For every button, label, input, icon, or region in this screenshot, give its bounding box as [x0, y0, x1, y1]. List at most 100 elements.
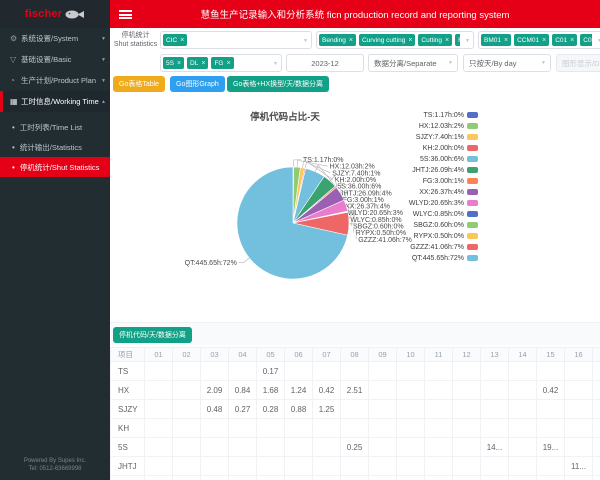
- filter-tag[interactable]: F×: [455, 34, 460, 46]
- tag-close-icon[interactable]: ×: [503, 36, 509, 44]
- shut-code-select-2[interactable]: Bending×Curving cutting×Cutting×F× ▼: [316, 31, 474, 49]
- table-cell: [340, 418, 369, 438]
- sidebar-subitem-time-list[interactable]: • 工时列表/Time List: [0, 117, 110, 137]
- legend-item[interactable]: GZZZ:41.06h:7%: [410, 243, 478, 252]
- shut-code-select-1[interactable]: CIC × ▼: [160, 31, 312, 49]
- table-cell: [172, 437, 201, 457]
- go-table-hx-split-button[interactable]: Go表格+HX换型/天/数据分离: [227, 76, 330, 92]
- column-header-day: 08: [340, 347, 369, 362]
- filter-tag[interactable]: 5S ×: [163, 57, 185, 69]
- pie-label-line: [238, 257, 250, 263]
- row-label: SJZY: [110, 399, 145, 419]
- tag-close-icon[interactable]: ×: [180, 36, 185, 44]
- filter-tag[interactable]: FG ×: [211, 57, 234, 69]
- table-cell: [452, 399, 481, 419]
- pie-callout-label: FG:3.00h:1%: [343, 197, 384, 204]
- display-graph-input[interactable]: 图形显示/Display graph: [556, 54, 600, 72]
- sidebar-item-product-plan[interactable]: ◔ 生产计划/Product Plan ▼: [0, 70, 110, 91]
- legend-item[interactable]: JHTJ:26.09h:4%: [412, 166, 478, 175]
- filter-tag[interactable]: Cutting ×: [418, 34, 453, 46]
- filter-tag[interactable]: Curving cutting ×: [358, 34, 416, 46]
- table-cell: [592, 456, 600, 476]
- go-graph-button[interactable]: Go图形Graph: [170, 76, 225, 92]
- tag-close-icon[interactable]: ×: [445, 36, 450, 44]
- legend-item[interactable]: XX:26.37h:4%: [419, 188, 478, 197]
- table-row: JHTJ 11...: [110, 456, 600, 476]
- legend-item[interactable]: WLYD:20.65h:3%: [409, 199, 478, 208]
- legend-item[interactable]: 5S:36.00h:6%: [420, 155, 478, 164]
- table-cell: 0.84: [228, 380, 257, 400]
- tag-close-icon[interactable]: ×: [201, 59, 206, 67]
- legend-label: RYPX:0.50h:0%: [413, 232, 464, 240]
- separate-select[interactable]: 数据分离/Separate ▼: [368, 54, 458, 72]
- pie-svg[interactable]: TS:1.17h:0% HX:12.03h:2% SJZY:7.40h:1% KH:2…: [110, 100, 600, 320]
- month-picker[interactable]: 2023-12: [286, 54, 364, 72]
- tag-close-icon[interactable]: ×: [408, 36, 413, 44]
- byday-select[interactable]: 只按天/By day ▼: [463, 54, 551, 72]
- sidebar-item-system[interactable]: ⚙ 系统设置/System ▼: [0, 28, 110, 49]
- table-cell: [424, 437, 453, 457]
- table-cell: [312, 456, 341, 476]
- gear-icon: ⚙: [10, 34, 18, 43]
- legend-item[interactable]: SBGZ:0.60h:0%: [413, 221, 478, 230]
- pie-slice-QT[interactable]: [236, 166, 348, 280]
- table-cell: [312, 361, 341, 381]
- legend-item[interactable]: FG:3.00h:1%: [423, 177, 478, 186]
- filter-tag[interactable]: CIC ×: [163, 34, 188, 46]
- table-cell: [536, 399, 565, 419]
- machine-select[interactable]: BM01×CCM01×C01×C02× ▼: [478, 31, 600, 49]
- table-row: SJZY 0.48 0.27 0.28 0.88 1.25: [110, 399, 600, 419]
- legend-label: 5S:36.00h:6%: [420, 155, 464, 163]
- table-cell: [452, 456, 481, 476]
- legend-item[interactable]: HX:12.03h:2%: [419, 122, 478, 131]
- chevron-down-icon: ▼: [101, 56, 106, 63]
- column-header-day: 15: [536, 347, 565, 362]
- sidebar-subitem-shut-statistics[interactable]: • 停机统计/Shut Statistics: [0, 157, 110, 177]
- tag-close-icon[interactable]: ×: [348, 36, 353, 44]
- filter-tag[interactable]: CCM01 ×: [514, 34, 550, 46]
- table-cell: [228, 418, 257, 438]
- pie-label-line: [348, 223, 357, 240]
- table-cell: [312, 418, 341, 438]
- legend-item[interactable]: KH:2.00h:0%: [423, 144, 478, 153]
- go-table-button[interactable]: Go表格Table: [113, 76, 166, 92]
- legend-label: JHTJ:26.09h:4%: [412, 166, 464, 174]
- code-day-split-button[interactable]: 停机代码/天/数据分离: [113, 327, 192, 343]
- legend-swatch: [467, 222, 478, 229]
- table-cell: [144, 456, 173, 476]
- sidebar-subitem-statistics[interactable]: • 统计输出/Statistics: [0, 137, 110, 157]
- filter-tag-label: CCM01: [517, 36, 540, 44]
- legend-item[interactable]: SJZY:7.40h:1%: [416, 133, 478, 142]
- filter-tag-label: C01: [555, 36, 568, 44]
- tag-close-icon[interactable]: ×: [542, 36, 547, 44]
- chevron-down-icon: ▼: [303, 38, 308, 44]
- table-cell: [200, 361, 229, 381]
- tag-close-icon[interactable]: ×: [570, 36, 575, 44]
- code-select[interactable]: 5S × DL × FG × ▼: [160, 54, 282, 72]
- table-cell: [340, 399, 369, 419]
- table-cell: [256, 475, 285, 480]
- legend-item[interactable]: TS:1.17h:0%: [424, 111, 478, 120]
- legend-item[interactable]: WLYC:0.85h:0%: [413, 210, 478, 219]
- table-cell: [480, 361, 509, 381]
- filter-tag[interactable]: C02×: [580, 34, 592, 46]
- table-cell: [396, 361, 425, 381]
- footer-line1: Powered By Supes Inc.: [23, 458, 87, 464]
- sidebar-item-working-time[interactable]: ▦ 工时信息/Working Time ▲: [0, 91, 110, 112]
- legend-item[interactable]: RYPX:0.50h:0%: [414, 232, 478, 241]
- filter-tag[interactable]: Bending ×: [319, 34, 356, 46]
- pie-callout-label: JHTJ:26.09h:4%: [340, 190, 392, 197]
- pie-callout-label: TS:1.17h:0%: [303, 157, 343, 164]
- tag-close-icon[interactable]: ×: [226, 59, 231, 67]
- table-cell: [424, 380, 453, 400]
- pie-label-line: [347, 210, 356, 227]
- legend-label: HX:12.03h:2%: [418, 122, 464, 130]
- filter-tag[interactable]: DL ×: [187, 57, 209, 69]
- tag-close-icon[interactable]: ×: [176, 59, 182, 67]
- filter-tag[interactable]: C01 ×: [552, 34, 578, 46]
- row-label: 5S: [110, 437, 145, 457]
- menu-icon[interactable]: [119, 10, 132, 19]
- sidebar-item-basic[interactable]: ▽ 基础设置/Basic ▼: [0, 49, 110, 70]
- legend-item[interactable]: QT:445.65h:72%: [412, 254, 478, 263]
- filter-tag[interactable]: BM01 ×: [481, 34, 512, 46]
